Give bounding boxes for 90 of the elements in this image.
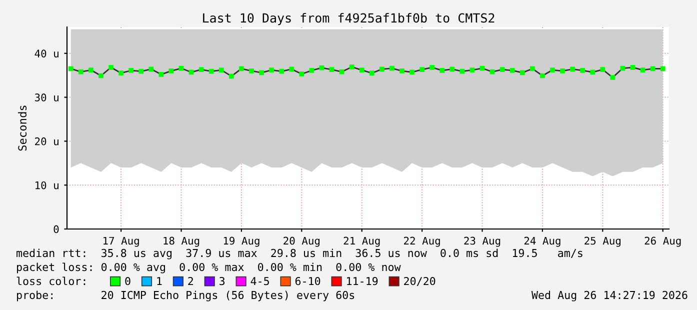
- point: [138, 68, 144, 74]
- point: [400, 68, 404, 74]
- x-tick-label: 17 Aug: [103, 236, 139, 247]
- point: [108, 64, 114, 70]
- legend-label: 1: [157, 277, 162, 286]
- text: median rtt: 35.8 us avg 37.9 us max 29.8 us min 36.5 us now 0.0 ms sd 19.5 am/s: [16, 248, 582, 260]
- point: [269, 68, 274, 72]
- point: [540, 73, 545, 78]
- point: [128, 68, 134, 73]
- legend-label: 4-5: [250, 277, 269, 286]
- point: [259, 70, 264, 76]
- point: [460, 68, 465, 74]
- point: [329, 67, 334, 72]
- point: [490, 69, 495, 74]
- y-tick-label: 10 u: [36, 181, 58, 190]
- point: [420, 67, 424, 72]
- legend-label: 20/20: [404, 276, 436, 286]
- point: [660, 66, 666, 72]
- point: [249, 68, 254, 74]
- point: [218, 68, 224, 72]
- x-tick-label: 23 Aug: [464, 236, 500, 247]
- point: [530, 66, 535, 72]
- point: [450, 66, 455, 72]
- point: [560, 68, 565, 74]
- point: [208, 68, 214, 74]
- point: [299, 72, 304, 76]
- point: [78, 69, 84, 74]
- point: [600, 67, 606, 72]
- point: [520, 70, 525, 76]
- point: [620, 66, 626, 71]
- x-tick-label: 26 Aug: [644, 236, 681, 247]
- point: [650, 66, 656, 72]
- point: [228, 74, 234, 79]
- point: [550, 68, 555, 72]
- point: [440, 68, 445, 73]
- point: [610, 75, 616, 80]
- y-axis-title: Seconds: [18, 106, 27, 151]
- y-tick-label: 40 u: [34, 50, 58, 58]
- legend-title: loss color:: [16, 276, 86, 286]
- point: [289, 66, 294, 72]
- legend-label: 6-10: [295, 276, 320, 286]
- point: [480, 66, 485, 71]
- point: [410, 70, 414, 75]
- point: [178, 66, 184, 71]
- point: [239, 66, 244, 72]
- point: [630, 64, 636, 70]
- x-tick-label: 20 Aug: [284, 236, 320, 247]
- legend-label: 2: [188, 276, 193, 286]
- point: [188, 70, 194, 75]
- point: [510, 68, 515, 73]
- point: [309, 68, 314, 73]
- x-tick-label: 24 Aug: [524, 236, 560, 247]
- point: [88, 68, 94, 72]
- point: [470, 68, 475, 72]
- text: packet loss: 0.00 % avg 0.00 % max 0.00 % min 0.00 % now: [17, 262, 401, 274]
- x-tick-label: 19 Aug: [224, 236, 260, 247]
- point: [118, 70, 124, 76]
- point: [390, 66, 394, 71]
- legend-label: 11-19: [347, 276, 378, 286]
- y-tick-label: 20 u: [35, 137, 58, 146]
- text: Wed Aug 26 14:27:19 2026: [531, 290, 688, 302]
- point: [168, 68, 174, 74]
- y-tick-label: 30 u: [34, 94, 58, 102]
- point: [68, 66, 74, 72]
- legend-label: 3: [220, 276, 225, 286]
- point: [640, 68, 646, 72]
- point: [500, 67, 505, 72]
- legend-label: 0: [125, 276, 130, 286]
- point: [570, 66, 575, 72]
- x-tick-label: 18 Aug: [164, 236, 200, 247]
- x-tick-label: 22 Aug: [404, 236, 440, 247]
- point: [369, 70, 374, 76]
- x-tick-label: 21 Aug: [344, 236, 380, 247]
- point: [590, 70, 596, 75]
- point: [158, 72, 164, 77]
- point: [98, 73, 104, 78]
- chart-title: Last 10 Days from f4925af1bf0b to CMTS2: [203, 12, 494, 26]
- point: [379, 66, 384, 72]
- point: [279, 68, 284, 74]
- point: [359, 68, 364, 72]
- x-tick-label: 25 Aug: [584, 236, 620, 247]
- point: [319, 65, 324, 70]
- point: [339, 69, 344, 74]
- point: [349, 64, 354, 70]
- point: [198, 67, 204, 72]
- text: probe: 20 ICMP Echo Pings (56 Bytes) every 60s: [17, 290, 354, 302]
- point: [430, 64, 435, 70]
- point: [148, 66, 154, 72]
- y-tick-label: 0: [54, 225, 59, 234]
- point: [580, 68, 586, 73]
